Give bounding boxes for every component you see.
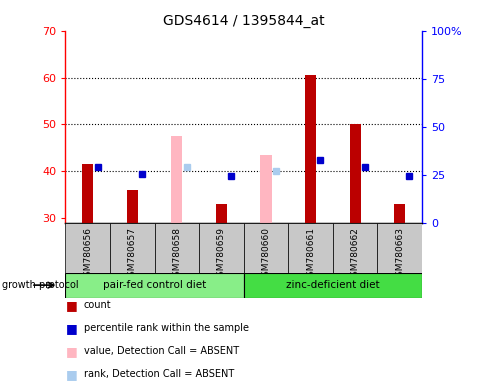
Text: count: count	[84, 300, 111, 310]
Text: rank, Detection Call = ABSENT: rank, Detection Call = ABSENT	[84, 369, 234, 379]
Text: GSM780659: GSM780659	[216, 227, 226, 282]
Text: ■: ■	[65, 345, 77, 358]
Text: GSM780662: GSM780662	[350, 227, 359, 281]
Bar	[332, 223, 377, 273]
Text: GSM780661: GSM780661	[305, 227, 315, 282]
Text: zinc-deficient diet: zinc-deficient diet	[286, 280, 379, 290]
Text: ■: ■	[65, 299, 77, 312]
Bar	[243, 273, 421, 298]
Bar	[154, 223, 199, 273]
Text: pair-fed control diet: pair-fed control diet	[103, 280, 206, 290]
Text: ■: ■	[65, 322, 77, 335]
Bar	[110, 223, 154, 273]
Bar	[215, 204, 227, 223]
Text: GSM780663: GSM780663	[394, 227, 403, 282]
Text: GSM780660: GSM780660	[261, 227, 270, 282]
Text: GSM780656: GSM780656	[83, 227, 92, 282]
Bar	[65, 273, 243, 298]
Bar	[287, 223, 332, 273]
Bar	[349, 124, 360, 223]
Bar	[243, 223, 287, 273]
Bar	[126, 190, 137, 223]
Bar	[171, 136, 182, 223]
Bar	[304, 75, 316, 223]
Text: GSM780657: GSM780657	[128, 227, 136, 282]
Bar	[393, 204, 405, 223]
Text: growth protocol: growth protocol	[2, 280, 79, 290]
Bar	[377, 223, 421, 273]
Bar	[65, 223, 110, 273]
Bar	[82, 164, 93, 223]
Text: value, Detection Call = ABSENT: value, Detection Call = ABSENT	[84, 346, 239, 356]
Bar	[199, 223, 243, 273]
Text: ■: ■	[65, 368, 77, 381]
Text: GSM780658: GSM780658	[172, 227, 181, 282]
Title: GDS4614 / 1395844_at: GDS4614 / 1395844_at	[163, 14, 324, 28]
Bar	[260, 155, 271, 223]
Text: percentile rank within the sample: percentile rank within the sample	[84, 323, 248, 333]
